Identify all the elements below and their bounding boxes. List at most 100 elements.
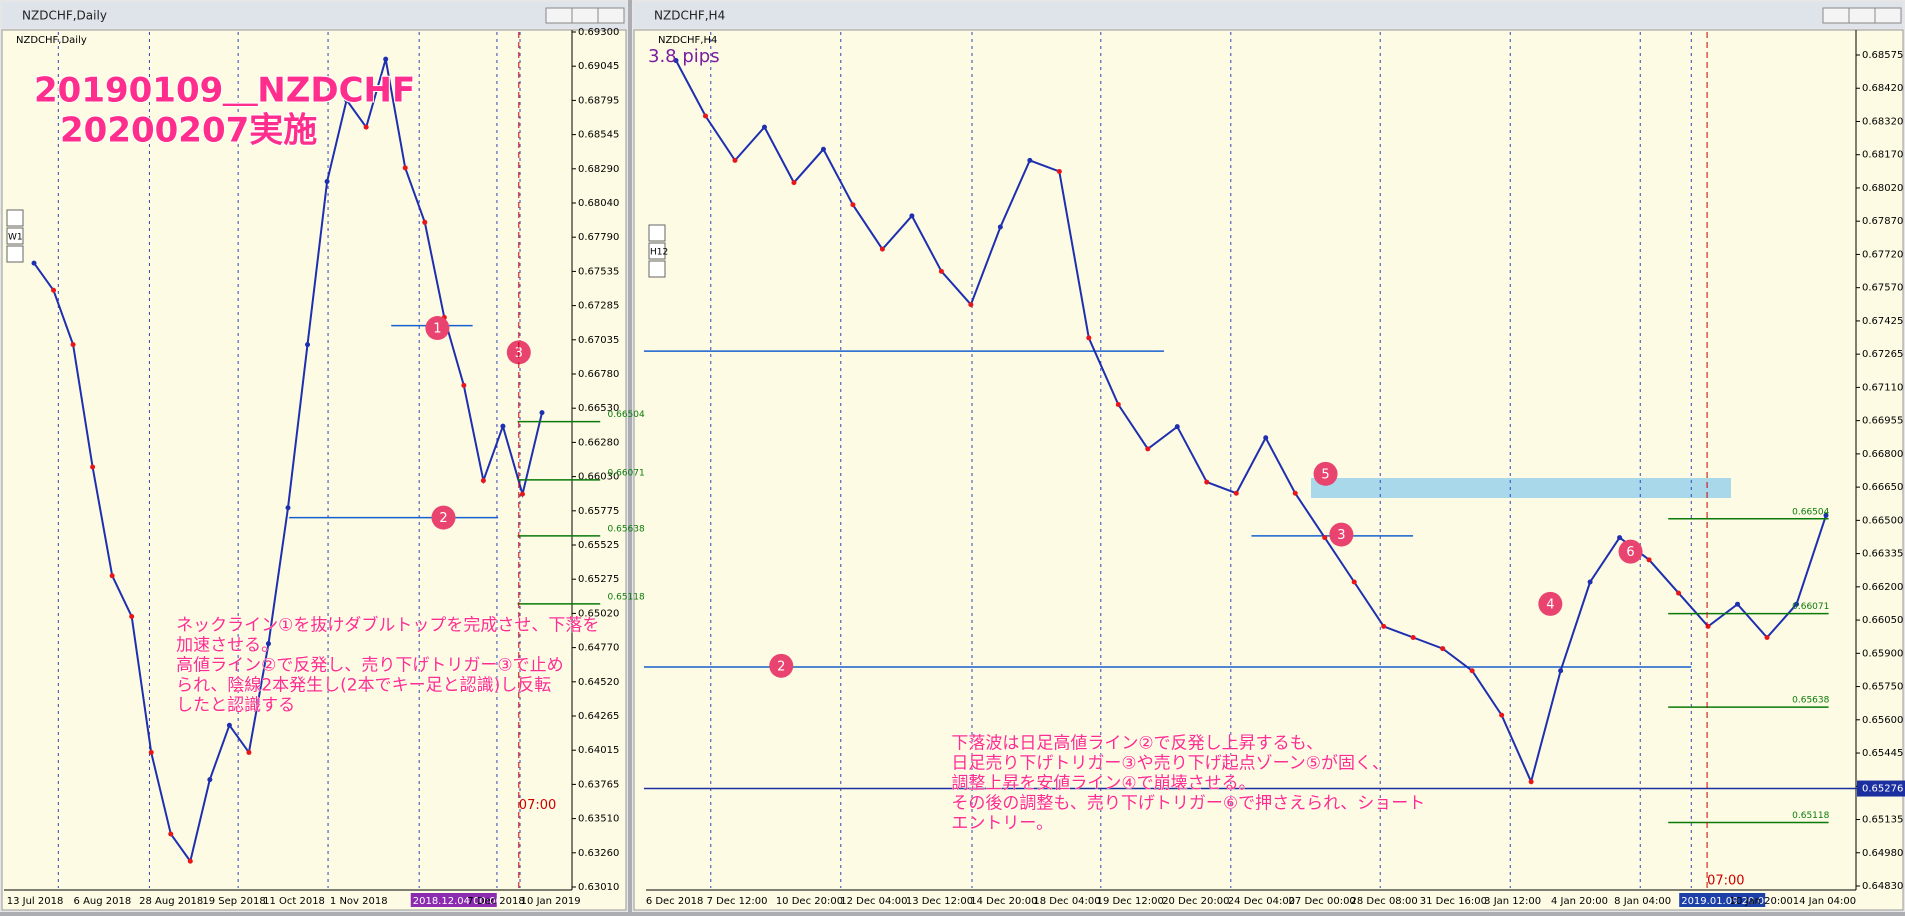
price-label: 0.66050 <box>1862 615 1903 626</box>
annotation-text: ネックライン①を抜けダブルトップを完成させ、下落を <box>176 615 599 636</box>
price-label: 0.67720 <box>1862 249 1903 260</box>
price-label: 0.64265 <box>578 711 619 722</box>
price-label: 0.66800 <box>1862 449 1903 460</box>
close-point <box>363 124 369 130</box>
price-label: 0.66200 <box>1862 582 1903 593</box>
price-label: 0.65445 <box>1862 748 1903 759</box>
close-point <box>500 423 506 429</box>
price-label: 0.67790 <box>578 232 619 243</box>
price-label: 0.68290 <box>578 164 619 175</box>
window-title: NZDCHF,H4 <box>654 9 725 23</box>
close-point <box>820 146 826 152</box>
close-point <box>1499 712 1505 718</box>
date-label: 6 Dec 2018 <box>646 896 704 907</box>
close-point <box>1174 424 1180 430</box>
price-label: 0.64830 <box>1862 881 1903 892</box>
price-label: 0.66780 <box>578 369 619 380</box>
date-label: 4 Jan 20:00 <box>1551 896 1608 907</box>
price-label: 0.68420 <box>1862 83 1903 94</box>
marker-circle <box>1538 591 1563 616</box>
marker-circle <box>431 505 456 530</box>
price-label: 0.66650 <box>1862 482 1903 493</box>
price-label: 0.66280 <box>578 437 619 448</box>
marker-label: 5 <box>1321 467 1329 482</box>
close-point <box>1351 579 1357 585</box>
close-point <box>1646 557 1652 563</box>
close-point <box>1233 490 1239 496</box>
scroll-up[interactable] <box>6 209 24 227</box>
date-label: 12 Dec 04:00 <box>840 896 907 907</box>
level-label: 0.65118 <box>1792 811 1829 821</box>
date-label: 3 Jan 12:00 <box>1484 896 1541 907</box>
date-label: 31 Dec 16:00 <box>1420 896 1487 907</box>
scroll-up[interactable] <box>648 224 666 242</box>
level-label: 0.66071 <box>608 468 645 478</box>
date-label: 27 Dec 00:00 <box>1289 896 1356 907</box>
price-label: 0.66530 <box>578 403 619 414</box>
price-label: 0.64770 <box>578 643 619 654</box>
chart-subtitle: NZDCHF,Daily <box>16 35 87 46</box>
annotation-text: 日足売り下げトリガー③や売り下げ起点ゾーン⑤が固く、 <box>951 754 1389 774</box>
price-label: 0.67285 <box>578 301 619 312</box>
price-label: 0.64980 <box>1862 848 1903 859</box>
period-box <box>648 242 666 260</box>
marker-circle <box>1618 539 1643 564</box>
spread-label: 3.8 pips <box>648 46 720 67</box>
annotation-text: 調整上昇を安値ライン④で崩壊させる。 <box>951 774 1255 794</box>
date-label: 13 Jul 2018 <box>7 896 64 907</box>
close-point <box>246 749 252 755</box>
close-point <box>761 124 767 130</box>
close-point <box>344 97 350 103</box>
price-label: 0.67425 <box>1862 316 1903 327</box>
window-button[interactable] <box>571 7 599 24</box>
level-label: 0.65638 <box>1792 696 1829 706</box>
price-label: 0.65900 <box>1862 648 1903 659</box>
period-box <box>6 227 24 245</box>
level-label: 0.65638 <box>608 524 645 534</box>
close-point <box>1115 401 1121 407</box>
price-label: 0.66335 <box>1862 549 1903 560</box>
window-button[interactable] <box>597 7 625 24</box>
price-label: 0.67035 <box>578 335 619 346</box>
close-point <box>909 213 915 219</box>
heading-text: 20190109＿NZDCHF <box>34 71 415 111</box>
level-label: 0.65118 <box>608 592 645 602</box>
level-label: 0.66504 <box>1792 507 1829 517</box>
close-point <box>1735 601 1741 607</box>
price-label: 0.68020 <box>1862 183 1903 194</box>
current-price-box <box>1857 780 1905 797</box>
date-label: 24 Dec 04:00 <box>1228 896 1295 907</box>
price-label: 0.67870 <box>1862 216 1903 227</box>
close-point <box>129 613 135 619</box>
marker-circle <box>769 653 794 678</box>
window-button[interactable] <box>1822 7 1850 24</box>
close-point <box>732 157 738 163</box>
close-point <box>148 749 154 755</box>
marker-label: 3 <box>1337 528 1345 543</box>
annotation-text: その後の調整も、売り下げトリガー⑥で押さえられ、ショート <box>951 794 1425 814</box>
scroll-down[interactable] <box>6 245 24 263</box>
date-label: 7 Dec 12:00 <box>707 896 768 907</box>
date-label: 20 Dec 20:00 <box>1162 896 1229 907</box>
resistance-zone <box>1311 478 1731 498</box>
close-point <box>1823 512 1829 518</box>
close-point <box>938 268 944 274</box>
close-point <box>285 505 291 511</box>
scroll-down[interactable] <box>648 260 666 278</box>
close-point <box>1145 446 1151 452</box>
window-button[interactable] <box>1848 7 1876 24</box>
close-point <box>997 224 1003 230</box>
annotation-text: 高値ライン②で反発し、売り下げトリガー③で止め <box>176 656 563 676</box>
window-button[interactable] <box>545 7 573 24</box>
marker-label: 2 <box>439 511 447 526</box>
close-point <box>1056 168 1062 174</box>
close-point <box>480 478 486 484</box>
date-label: 14 Dec 20:00 <box>970 896 1037 907</box>
marker-label: 2 <box>777 659 785 674</box>
close-point <box>1086 335 1092 341</box>
annotation-text: 加速させる。 <box>176 636 278 656</box>
close-point <box>1027 157 1033 163</box>
close-point <box>850 202 856 208</box>
close-point <box>305 342 311 348</box>
window-button[interactable] <box>1874 7 1902 24</box>
